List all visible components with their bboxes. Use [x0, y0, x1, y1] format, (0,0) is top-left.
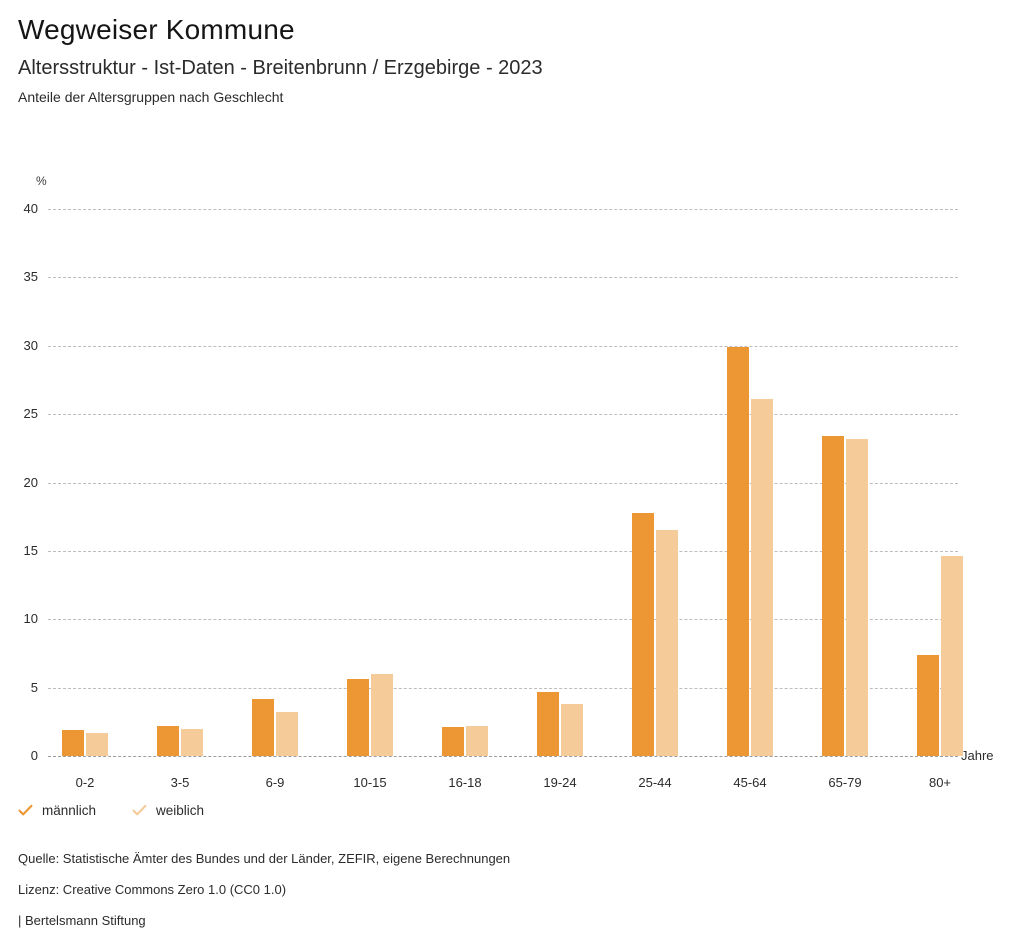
bar-männlich-0-2[interactable] — [62, 730, 84, 756]
gridline — [48, 482, 958, 484]
y-axis-tick-label: 30 — [23, 337, 38, 353]
gridline — [48, 209, 958, 210]
bar-männlich-19-24[interactable] — [537, 691, 559, 756]
bar-weiblich-80+[interactable] — [941, 556, 963, 756]
y-axis-tick-label: 20 — [23, 474, 38, 490]
chart-legend: männlich weiblich — [18, 803, 204, 818]
gridlines-and-y-ticks: 0 5 10 15 20 25 30 35 40 — [0, 165, 1024, 765]
bar-männlich-10-15[interactable] — [347, 679, 369, 756]
y-axis-tick-label: 0 — [30, 748, 38, 763]
bar-männlich-6-9[interactable] — [252, 698, 274, 756]
y-axis-tick-label: 15 — [23, 542, 38, 558]
bar-männlich-16-18[interactable] — [442, 727, 464, 756]
chart-note: Anteile der Altersgruppen nach Geschlech… — [18, 89, 284, 105]
x-axis-tick-label: 25-44 — [638, 775, 672, 790]
x-axis-tick-label: 0-2 — [75, 775, 95, 790]
bar-männlich-80+[interactable] — [917, 654, 939, 756]
page-title: Wegweiser Kommune — [18, 14, 295, 45]
bar-weiblich-3-5[interactable] — [181, 728, 203, 756]
bar-weiblich-45-64[interactable] — [751, 399, 773, 756]
gridline — [48, 687, 958, 689]
y-axis-unit-label: % — [36, 174, 47, 188]
x-axis-tick-label: 3-5 — [170, 775, 190, 790]
x-axis-tick-label: 45-64 — [733, 775, 767, 790]
x-axis-tick-label: 16-18 — [448, 775, 482, 790]
y-axis-tick-label: 5 — [30, 679, 38, 695]
bar-männlich-3-5[interactable] — [157, 725, 179, 756]
footer-line-2: Lizenz: Creative Commons Zero 1.0 (CC0 1… — [18, 882, 287, 897]
x-axis-tick-label: 65-79 — [828, 775, 862, 790]
bars-and-x-ticks: 0-2 3-5 6-9 10-15 16-18 19-24 25-44 45-64 65-79 8… — [0, 165, 1024, 790]
bar-weiblich-16-18[interactable] — [466, 725, 488, 756]
bar-weiblich-25-44[interactable] — [656, 530, 678, 756]
chart-plot-area: % 0 5 10 15 20 25 30 35 40 0-2 3-5 6-9 10-15 16-18 19… — [0, 165, 1024, 790]
chart-footer: Quelle: Statistische Ämter des Bundes un… — [18, 843, 978, 936]
gridline — [48, 277, 958, 279]
x-axis-tick-label: 10-15 — [353, 775, 387, 790]
x-axis-tick-label: 6-9 — [265, 775, 285, 790]
bar-weiblich-6-9[interactable] — [276, 712, 298, 756]
bar-männlich-25-44[interactable] — [632, 512, 654, 756]
footer-line-3: | Bertelsmann Stiftung — [18, 913, 146, 928]
y-axis-tick-label: 10 — [23, 611, 38, 627]
y-axis-tick-label: 35 — [23, 269, 38, 285]
bar-weiblich-10-15[interactable] — [371, 673, 393, 756]
gridline — [48, 345, 958, 347]
y-axis-tick-label: 40 — [23, 201, 38, 216]
check-icon — [18, 804, 33, 817]
gridline — [48, 756, 958, 757]
legend-label: weiblich — [156, 803, 205, 818]
chart-subtitle: Altersstruktur - Ist-Daten - Breitenbrun… — [18, 57, 543, 79]
legend-item-männlich[interactable]: männlich — [18, 803, 96, 818]
gridline — [48, 414, 958, 416]
gridline — [48, 550, 958, 552]
bar-weiblich-65-79[interactable] — [846, 438, 868, 756]
x-axis-label: Jahre — [961, 748, 994, 763]
legend-label: männlich — [42, 803, 97, 818]
x-axis-tick-label: 80+ — [928, 775, 952, 790]
bar-weiblich-0-2[interactable] — [86, 732, 108, 756]
y-axis-tick-label: 25 — [23, 406, 38, 422]
gridline — [48, 619, 958, 621]
bar-männlich-45-64[interactable] — [727, 347, 749, 756]
check-icon — [132, 804, 147, 817]
legend-item-weiblich[interactable]: weiblich — [132, 803, 204, 818]
footer-line-1: Quelle: Statistische Ämter des Bundes un… — [18, 851, 511, 866]
bar-männlich-65-79[interactable] — [822, 436, 844, 756]
bar-weiblich-19-24[interactable] — [561, 704, 583, 756]
x-axis-tick-label: 19-24 — [543, 775, 577, 790]
chart-header: Wegweiser Kommune Altersstruktur - Ist-D… — [18, 14, 1008, 106]
